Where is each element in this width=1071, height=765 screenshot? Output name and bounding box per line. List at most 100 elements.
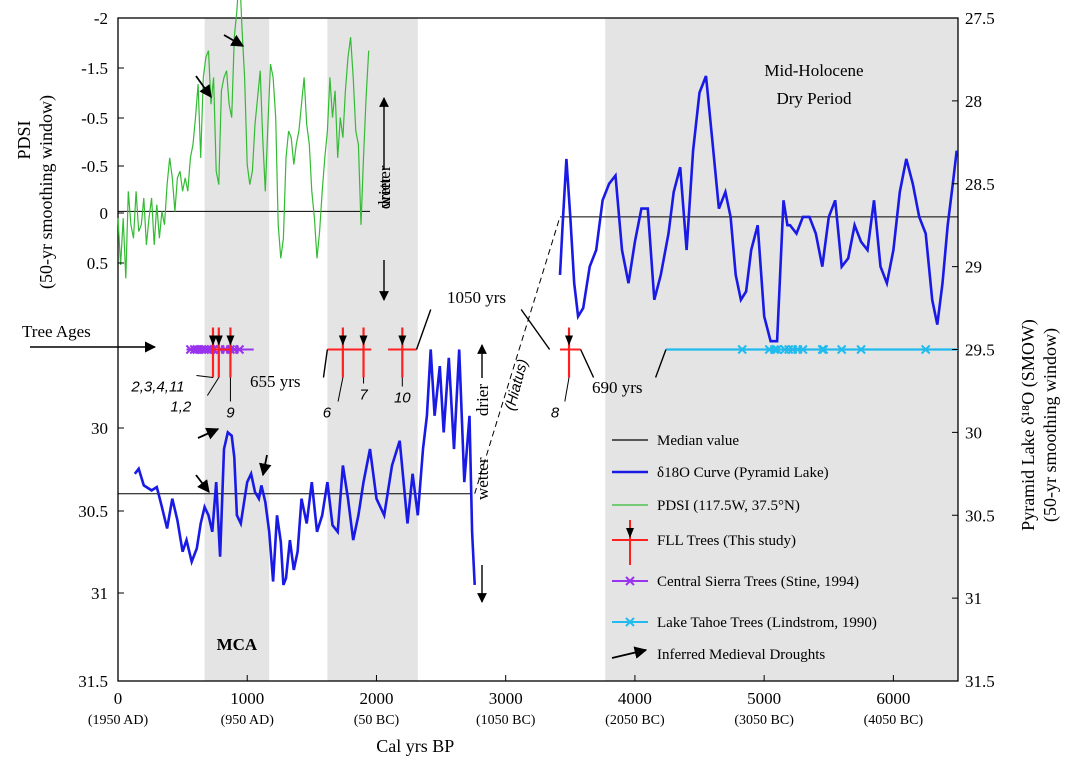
fll-tree-arrow-6 bbox=[565, 335, 574, 346]
fll-tree-leader-1 bbox=[206, 377, 220, 396]
legend-label-6: Inferred Medieval Droughts bbox=[657, 647, 825, 663]
gap-label-655: 655 yrs bbox=[250, 372, 301, 391]
drier-label-upper: drier bbox=[375, 177, 394, 209]
fll-tree-arrow-5 bbox=[398, 335, 407, 346]
legend-label-1: δ18O Curve (Pyramid Lake) bbox=[657, 465, 829, 481]
x-tick-label-2: 2000 bbox=[359, 689, 393, 708]
x-axis-label: Cal yrs BP bbox=[376, 736, 454, 756]
gap-bracket-4 bbox=[654, 349, 667, 378]
legend-label-2: PDSI (117.5W, 37.5°N) bbox=[657, 498, 800, 514]
fll-tree-label-6: 8 bbox=[551, 405, 560, 422]
legend-label-4: Central Sierra Trees (Stine, 1994) bbox=[657, 574, 859, 590]
right-tick-label-0: 27.5 bbox=[965, 9, 995, 28]
fll-tree-leader-6 bbox=[564, 377, 570, 402]
left-tick-label-5: 0.5 bbox=[87, 254, 108, 273]
gap-bracket-3 bbox=[580, 349, 595, 378]
drier-label-lower: drier bbox=[473, 384, 492, 416]
x-tick-era-3: (1050 BC) bbox=[476, 713, 536, 728]
mid-holocene-label-1: Mid-Holocene bbox=[764, 61, 863, 80]
drought-arrow-0 bbox=[195, 75, 212, 99]
left-tick-label-2: -0.5 bbox=[81, 109, 108, 128]
x-tick-era-2: (50 BC) bbox=[354, 713, 400, 728]
right-tick-label-3: 29 bbox=[965, 258, 982, 277]
right-tick-label-8: 31.5 bbox=[965, 672, 995, 691]
drought-arrow-1 bbox=[223, 34, 245, 47]
legend-swatch-x-4 bbox=[625, 576, 635, 586]
fll-tree-arrow-0 bbox=[208, 335, 217, 346]
left-tick-label-1: -1.5 bbox=[81, 59, 108, 78]
legend-swatch-6 bbox=[611, 646, 648, 659]
x-tick-era-0: (1950 AD) bbox=[88, 713, 149, 728]
right-tick-label-7: 31 bbox=[965, 589, 982, 608]
median-lines bbox=[118, 210, 958, 495]
mid-holocene-label-2: Dry Period bbox=[776, 89, 852, 108]
tree-ages-label: Tree Ages bbox=[22, 322, 91, 341]
gap-label-690: 690 yrs bbox=[592, 378, 643, 397]
central-sierra-marker-13 bbox=[234, 344, 245, 355]
fll-tree-arrow-3 bbox=[338, 335, 347, 346]
pdsi-line bbox=[117, 0, 370, 279]
fll-tree-label-0: 2,3,4,11 bbox=[130, 379, 184, 396]
left-tick-label-6: 30 bbox=[91, 419, 108, 438]
lake-tahoe-marker-10 bbox=[818, 344, 829, 355]
lake-tahoe-marker-3 bbox=[772, 344, 782, 355]
x-tick-label-1: 1000 bbox=[230, 689, 264, 708]
legend-label-5: Lake Tahoe Trees (Lindstrom, 1990) bbox=[657, 615, 877, 631]
left-axis-label-line2: (50-yr smoothing window) bbox=[36, 95, 57, 289]
left-axis-label-line1: PDSI bbox=[14, 120, 34, 159]
tree-age-markers: 2,3,4,11 1,2 9 6 7 10 8 bbox=[130, 327, 958, 422]
lake-tahoe-marker-4 bbox=[780, 344, 790, 355]
fll-tree-label-4: 7 bbox=[359, 387, 368, 404]
hiatus-label: (Hiatus) bbox=[502, 357, 532, 412]
legend-label-3: FLL Trees (This study) bbox=[657, 533, 796, 549]
x-tick-era-4: (2050 BC) bbox=[605, 713, 665, 728]
fll-tree-label-1: 1,2 bbox=[170, 399, 192, 416]
x-tick-label-6: 6000 bbox=[876, 689, 910, 708]
fll-tree-arrow-1 bbox=[214, 335, 223, 346]
gap-bracket-2 bbox=[520, 309, 551, 350]
gap-bracket-0 bbox=[322, 349, 329, 378]
right-tick-label-5: 30 bbox=[965, 423, 982, 442]
right-tick-label-4: 29.5 bbox=[965, 341, 995, 360]
mca-label: MCA bbox=[217, 635, 258, 654]
left-tick-label-3: -0.5 bbox=[81, 157, 108, 176]
fll-tree-label-5: 10 bbox=[394, 390, 411, 407]
series-lines bbox=[117, 0, 958, 586]
legend-swatch-x-5 bbox=[625, 617, 635, 627]
x-tick-era-5: (3050 BC) bbox=[734, 713, 794, 728]
x-tick-era-6: (4050 BC) bbox=[864, 713, 924, 728]
left-tick-label-8: 31 bbox=[91, 584, 108, 603]
axis-ticks: 0 (1950 AD) 1000 (950 AD) 2000 (50 BC) 3000 (10… bbox=[14, 9, 1061, 756]
wetter-label-upper: wetter bbox=[375, 165, 394, 208]
legend-swatch-arrow-3 bbox=[626, 528, 634, 538]
d18o-line-mid-holocene bbox=[558, 75, 958, 343]
fll-tree-label-2: 9 bbox=[226, 405, 235, 422]
fll-tree-leader-0 bbox=[196, 375, 214, 378]
fll-tree-label-3: 6 bbox=[323, 405, 332, 422]
right-tick-label-1: 28 bbox=[965, 92, 982, 111]
hiatus-connector bbox=[474, 216, 561, 494]
legend-label-0: Median value bbox=[657, 433, 739, 449]
fll-tree-arrow-2 bbox=[226, 335, 235, 346]
drought-arrow-3 bbox=[197, 427, 220, 440]
lake-tahoe-marker-13 bbox=[920, 344, 931, 355]
x-tick-label-5: 5000 bbox=[747, 689, 781, 708]
lake-tahoe-marker-12 bbox=[856, 344, 866, 355]
left-tick-label-0: -2 bbox=[94, 9, 108, 28]
right-axis-label-line1: Pyramid Lake δ¹⁸O (SMOW) bbox=[1018, 319, 1039, 531]
gap-bracket-1 bbox=[415, 309, 432, 350]
right-axis-label-line2: (50-yr smoothing window) bbox=[1040, 328, 1061, 522]
right-tick-label-6: 30.5 bbox=[965, 506, 995, 525]
left-tick-label-7: 30.5 bbox=[78, 502, 108, 521]
lake-tahoe-marker-11 bbox=[836, 344, 847, 355]
x-tick-label-0: 0 bbox=[114, 689, 123, 708]
x-tick-era-1: (950 AD) bbox=[221, 713, 275, 728]
lake-tahoe-marker-2 bbox=[769, 344, 780, 355]
x-tick-label-4: 4000 bbox=[618, 689, 652, 708]
drought-arrow-2 bbox=[195, 474, 210, 494]
d18o-line-recent bbox=[133, 349, 476, 586]
fll-tree-arrow-4 bbox=[359, 335, 368, 346]
lake-tahoe-marker-8 bbox=[798, 344, 808, 355]
left-tick-label-4: 0 bbox=[100, 204, 109, 223]
